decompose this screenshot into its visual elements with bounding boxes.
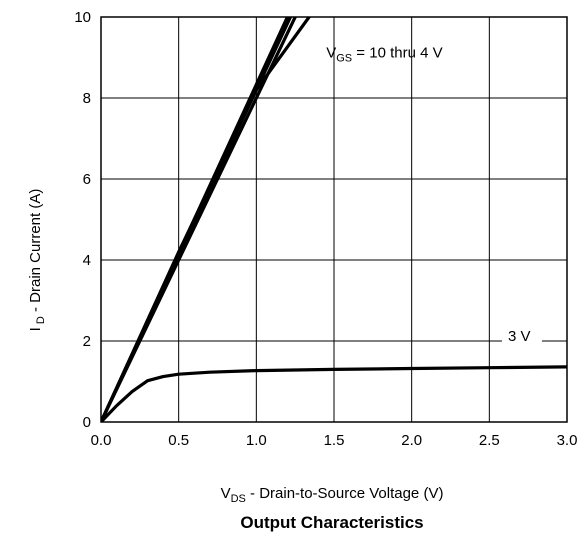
y-tick-label: 2 xyxy=(83,333,91,350)
curve-annotation: 3 V xyxy=(508,328,531,345)
x-tick-labels: 0.0 0.5 1.0 1.5 2.0 2.5 3.0 xyxy=(91,432,578,449)
annotations: VGS = 10 thru 4 V 3 V xyxy=(326,45,542,346)
y-tick-label: 10 xyxy=(74,9,91,26)
grid-lines xyxy=(101,17,567,422)
series-line-4 xyxy=(101,17,311,422)
y-tick-label: 8 xyxy=(83,90,91,107)
y-tick-label: 0 xyxy=(83,414,91,431)
y-tick-labels: 0 2 4 6 8 10 xyxy=(74,9,91,431)
x-tick-label: 2.0 xyxy=(401,432,422,449)
x-tick-label: 1.5 xyxy=(324,432,345,449)
x-tick-label: 2.5 xyxy=(479,432,500,449)
annotation-background xyxy=(501,326,542,346)
series-line-5 xyxy=(101,365,567,422)
plot-frame xyxy=(100,16,568,423)
x-tick-label: 0.0 xyxy=(91,432,112,449)
chart-title: Output Characteristics xyxy=(240,513,423,532)
x-tick-label: 0.5 xyxy=(168,432,189,449)
x-tick-label: 3.0 xyxy=(557,432,578,449)
y-axis-label: I D - Drain Current (A) xyxy=(27,189,47,332)
data-series xyxy=(101,17,567,422)
x-tick-label: 1.0 xyxy=(246,432,267,449)
curve-annotation: VGS = 10 thru 4 V xyxy=(326,45,442,65)
y-tick-label: 6 xyxy=(83,171,91,188)
y-tick-label: 4 xyxy=(83,252,91,269)
x-axis-label: VDS - Drain-to-Source Voltage (V) xyxy=(221,485,444,505)
